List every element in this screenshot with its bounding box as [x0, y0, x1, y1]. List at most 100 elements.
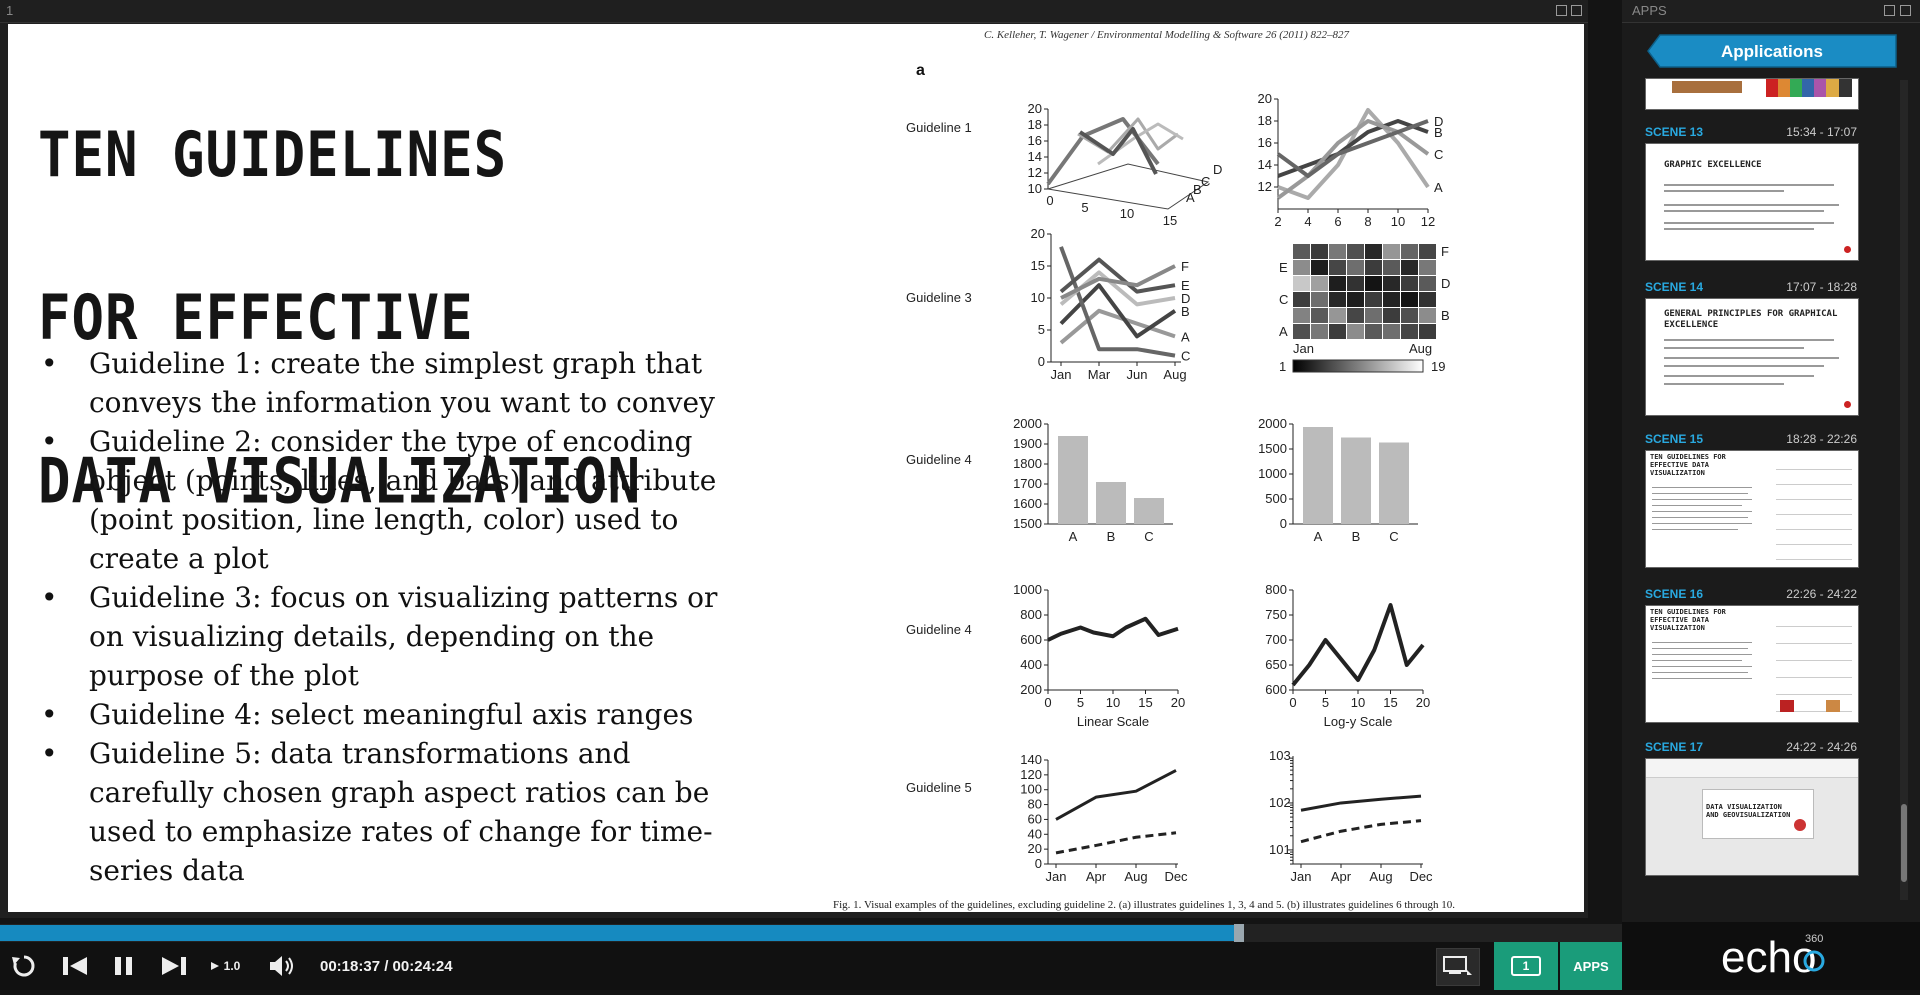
bullet-item: • Guideline 2: consider the type of encod…	[36, 422, 756, 578]
heatmap-cell	[1329, 324, 1346, 339]
heatmap-cell	[1311, 260, 1328, 275]
x-tick-label: 20	[1171, 695, 1185, 710]
scene-thumbnail[interactable]: DATA VISUALIZATION AND GEOVISUALIZATION	[1645, 758, 1859, 876]
scene-thumbnail[interactable]: GRAPHIC EXCELLENCE	[1645, 143, 1859, 261]
heatmap-cell	[1365, 324, 1382, 339]
y-tick-label: 1500	[1013, 516, 1042, 531]
bullet-text: Guideline 1: create the simplest graph t…	[89, 347, 715, 419]
scene-item[interactable]: SCENE 14 17:07 - 18:28 GENERAL PRINCIPLES…	[1645, 280, 1859, 416]
heatmap-cell	[1311, 308, 1328, 323]
x-tick-label: C	[1389, 529, 1398, 544]
series-line	[1059, 283, 1177, 339]
progress-handle[interactable]	[1233, 924, 1244, 942]
figure-panel-label: a	[916, 62, 925, 79]
replay-button[interactable]	[4, 942, 44, 990]
heatmap-x-label: Jan	[1293, 341, 1314, 356]
x-tick-label: 4	[1304, 214, 1311, 229]
heatmap-cell	[1383, 260, 1400, 275]
progress-bar[interactable]	[0, 924, 1622, 942]
bullet-item: • Guideline 3: focus on visualizing patte…	[36, 578, 756, 695]
step-back-icon	[63, 957, 87, 975]
series-label: D	[1181, 291, 1190, 306]
pause-button[interactable]	[104, 942, 144, 990]
scene-thumbnail[interactable]: GENERAL PRINCIPLES FOR GRAPHICAL EXCELLE…	[1645, 298, 1859, 416]
bullet-dot: •	[41, 347, 58, 380]
series-label: F	[1181, 259, 1189, 274]
scene-item[interactable]: SCENE 13 15:34 - 17:07 GRAPHIC EXCELLENCE	[1645, 125, 1859, 261]
scene-thumbnail[interactable]: TEN GUIDELINES FOR EFFECTIVE DATA VISUAL…	[1645, 605, 1859, 723]
y-tick-label: 18	[1258, 113, 1272, 128]
bullet-text: Guideline 5: data transformations and ca…	[89, 737, 713, 887]
series-line	[1276, 119, 1430, 200]
progress-fill	[0, 925, 1238, 941]
heatmap-cell	[1347, 308, 1364, 323]
heatmap-cell	[1311, 244, 1328, 259]
close-icon[interactable]	[1900, 5, 1911, 16]
x-tick-label: Aug	[1163, 367, 1186, 382]
volume-button[interactable]	[262, 942, 302, 990]
y-tick-label: 20	[1031, 226, 1045, 241]
heatmap-cell	[1401, 244, 1418, 259]
y-tick-label: 20	[1028, 101, 1042, 116]
heatmap-cell	[1329, 244, 1346, 259]
close-icon[interactable]	[1571, 5, 1582, 16]
scene-list-scrollbar[interactable]	[1900, 80, 1908, 900]
thumb-logo	[1844, 246, 1851, 253]
bullet-text: Guideline 4: select meaningful axis rang…	[89, 698, 694, 731]
y-tick-label: 16	[1028, 133, 1042, 148]
x-tick-label: 10	[1391, 214, 1405, 229]
heatmap-row-label: C	[1279, 292, 1288, 307]
speed-button[interactable]: 1.0	[202, 942, 248, 990]
pane-number: 1	[6, 3, 14, 18]
step-forward-button[interactable]	[154, 942, 194, 990]
apps-button[interactable]: APPS	[1560, 942, 1622, 990]
bullet-text: Guideline 3: focus on visualizing patter…	[89, 581, 718, 692]
x-tick-label: 12	[1421, 214, 1435, 229]
scene-time: 18:28 - 22:26	[1786, 432, 1857, 446]
maximize-icon[interactable]	[1556, 5, 1567, 16]
scene-item[interactable]: SCENE 17 24:22 - 24:26 DATA VISUALIZATION…	[1645, 740, 1859, 876]
heatmap-row-label: F	[1441, 244, 1449, 259]
x-tick-label: C	[1144, 529, 1153, 544]
step-back-button[interactable]	[55, 942, 95, 990]
heatmap-cell	[1365, 260, 1382, 275]
colorbar-min-label: 1	[1279, 359, 1286, 374]
applications-button[interactable]: Applications	[1646, 33, 1900, 69]
y-tick-label: 800	[1265, 582, 1287, 597]
screen-layout-button[interactable]	[1436, 948, 1480, 986]
bullet-item: • Guideline 1: create the simplest graph …	[36, 344, 756, 422]
y-tick-label: 60	[1028, 811, 1042, 826]
figure-charts: Guideline 1 Guideline 3 Guideline 4 Guideli…	[906, 91, 1450, 884]
heatmap-cell	[1293, 308, 1310, 323]
series-line	[1300, 794, 1422, 812]
x-tick-label: A	[1069, 529, 1078, 544]
x-tick-label: 10	[1120, 206, 1134, 221]
guideline-row-label: Guideline 4	[906, 452, 972, 467]
y-tick-label: 102	[1269, 795, 1291, 810]
guideline-row-label: Guideline 3	[906, 290, 972, 305]
slide-title: TEN GUIDELINES FOR EFFECTIVE DATA VISUAL…	[38, 32, 641, 604]
heatmap-cell	[1347, 276, 1364, 291]
screen-count-button[interactable]: 1	[1494, 942, 1558, 990]
scrollbar-thumb[interactable]	[1901, 804, 1907, 882]
scene-item-active[interactable]: SCENE 15 18:28 - 22:26 TEN GUIDELINES FOR…	[1645, 432, 1859, 568]
heatmap-cell	[1419, 324, 1436, 339]
x-tick-label: Jan	[1051, 367, 1072, 382]
x-tick-label: 10	[1106, 695, 1120, 710]
series-label: B	[1193, 182, 1202, 197]
y-tick-label: 1900	[1013, 436, 1042, 451]
y-tick-label: 14	[1258, 157, 1272, 172]
heatmap-cell	[1311, 324, 1328, 339]
y-tick-label: 10	[1028, 181, 1042, 196]
y-tick-label: 10	[1031, 290, 1045, 305]
x-tick-label: 15	[1383, 695, 1397, 710]
maximize-icon[interactable]	[1884, 5, 1895, 16]
x-tick-label: Jan	[1291, 869, 1312, 884]
heatmap-cell	[1329, 260, 1346, 275]
scene-thumbnail[interactable]: TEN GUIDELINES FOR EFFECTIVE DATA VISUAL…	[1645, 450, 1859, 568]
player-controls: 1.0 00:18:37 / 00:24:24 1 APPS	[0, 942, 1622, 990]
scene-thumbnail-previous[interactable]	[1645, 78, 1859, 110]
heatmap-cell	[1365, 276, 1382, 291]
figure-caption: Fig. 1. Visual examples of the guideline…	[833, 899, 1456, 911]
scene-item[interactable]: SCENE 16 22:26 - 24:22 TEN GUIDELINES FOR…	[1645, 587, 1859, 723]
